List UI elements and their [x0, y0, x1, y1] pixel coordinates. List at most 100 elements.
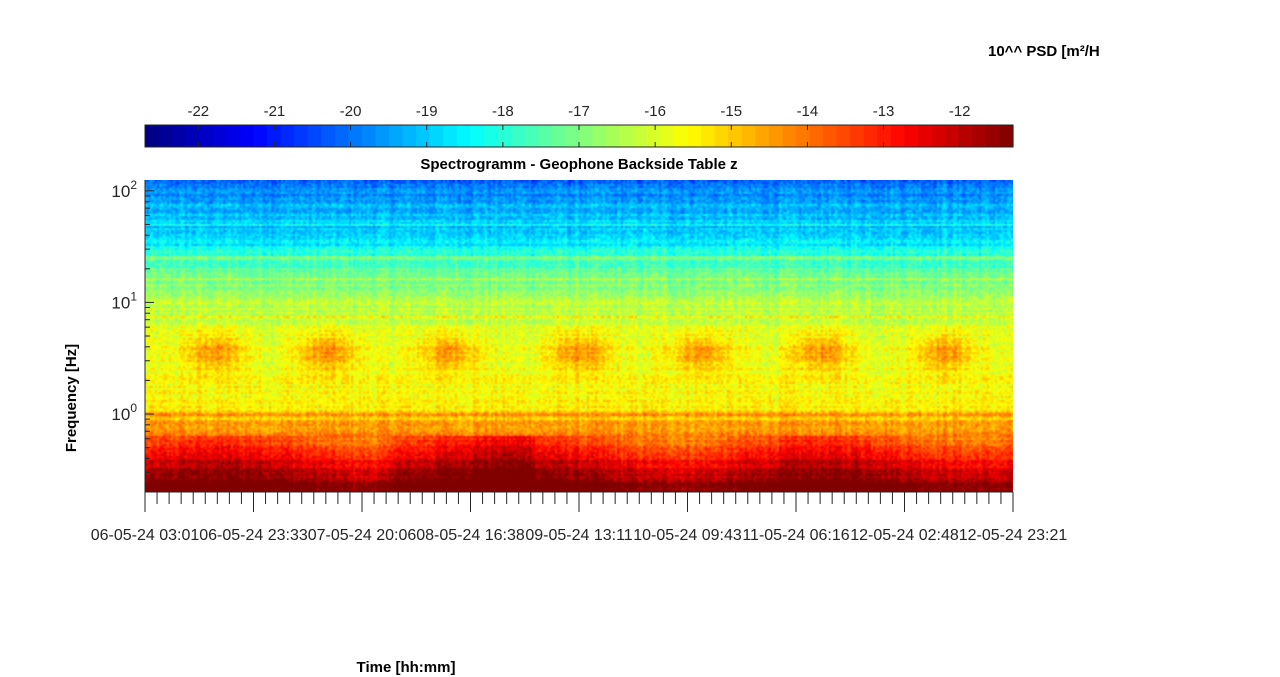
colorbar-cell [470, 125, 485, 147]
colorbar-cell [158, 125, 173, 147]
colorbar-cell [823, 125, 838, 147]
colorbar-tick-label: -21 [264, 103, 286, 120]
colorbar-cell [646, 125, 661, 147]
colorbar-tick-label: -15 [720, 103, 742, 120]
colorbar-tick-label: -16 [644, 103, 666, 120]
colorbar-tick-label: -20 [340, 103, 362, 120]
colorbar-cell [456, 125, 472, 147]
colorbar-cell [416, 125, 431, 147]
x-tick-label: 11-05-24 06:16 [742, 527, 849, 544]
colorbar-cell [484, 125, 499, 147]
y-tick-label: 100 [111, 401, 137, 424]
colorbar-cell [918, 125, 933, 147]
colorbar-cell [348, 125, 363, 147]
colorbar-cell [958, 125, 973, 147]
y-tick-label: 101 [111, 289, 137, 312]
colorbar-cell [714, 125, 729, 147]
colorbar-cell [172, 125, 187, 147]
chart-title: Spectrogramm - Geophone Backside Table z [420, 156, 737, 173]
y-tick-exponent: 0 [130, 401, 137, 415]
y-tick-exponent: 1 [130, 289, 137, 303]
colorbar-cell [782, 125, 797, 147]
colorbar-label: 10^^ PSD [m²/H [988, 43, 1100, 60]
colorbar-cell [904, 125, 919, 147]
colorbar-cell [999, 125, 1014, 147]
colorbar-cell [985, 125, 1001, 147]
x-tick-label: 06-05-24 03:01 [91, 527, 200, 544]
colorbar-cell [606, 125, 621, 147]
colorbar-cell [565, 125, 580, 147]
colorbar-cell [850, 125, 865, 147]
colorbar-cell [768, 125, 784, 147]
colorbar-cell [945, 125, 960, 147]
y-tick-base: 10 [111, 182, 130, 201]
colorbar-cell [307, 125, 322, 147]
colorbar-tick-label: -17 [568, 103, 590, 120]
x-tick-label: 10-05-24 09:43 [633, 527, 742, 544]
colorbar-cell [728, 125, 743, 147]
colorbar-tick-label: -13 [873, 103, 895, 120]
colorbar-cell [972, 125, 987, 147]
colorbar-cell [294, 125, 309, 147]
colorbar-ticks: -22 -21 -20 -19 -18 -17 -16 -15 -14 -13 -12 [187, 103, 971, 147]
colorbar-tick-label: -12 [949, 103, 971, 120]
colorbar-cell [592, 125, 607, 147]
colorbar-cell [253, 125, 268, 147]
x-tick-label: 12-05-24 02:48 [850, 527, 959, 544]
colorbar: -22 -21 -20 -19 -18 -17 -16 -15 -14 -13 -12 [144, 103, 1014, 148]
colorbar-cell [538, 125, 553, 147]
colorbar-cell [524, 125, 539, 147]
colorbar-cell [673, 125, 689, 147]
colorbar-cell [660, 125, 675, 147]
colorbar-cell [511, 125, 526, 147]
colorbar-cell [890, 125, 906, 147]
x-minor-ticks [144, 492, 1014, 504]
colorbar-cell [809, 125, 824, 147]
colorbar-cell [185, 125, 200, 147]
y-axis-label: Frequency [Hz] [63, 344, 80, 452]
y-tick-base: 10 [111, 405, 130, 424]
colorbar-cell [226, 125, 241, 147]
colorbar-cell [687, 125, 702, 147]
colorbar-cell [877, 125, 892, 147]
colorbar-cell [633, 125, 648, 147]
x-major-ticks: 06-05-24 03:01 06-05-24 23:33 07-05-24 20:… [91, 492, 1068, 544]
colorbar-cell [863, 125, 878, 147]
colorbar-cell [701, 125, 716, 147]
x-axis-label: Time [hh:mm] [357, 659, 456, 676]
colorbar-tick-label: -14 [797, 103, 819, 120]
colorbar-cell [280, 125, 295, 147]
y-minor-ticks [145, 195, 150, 493]
colorbar-cell [836, 125, 851, 147]
colorbar-cell [199, 125, 214, 147]
colorbar-cell [497, 125, 512, 147]
y-tick-exponent: 2 [130, 178, 137, 192]
colorbar-cell [375, 125, 390, 147]
colorbar-cell [362, 125, 377, 147]
colorbar-cell [334, 125, 350, 147]
y-tick-label: 102 [111, 178, 137, 201]
x-tick-label: 07-05-24 20:06 [308, 527, 417, 544]
colorbar-cell [551, 125, 567, 147]
colorbar-cell [443, 125, 458, 147]
colorbar-cell [741, 125, 756, 147]
colorbar-cell [145, 125, 160, 147]
x-tick-label: 12-05-24 23:21 [959, 527, 1068, 544]
x-tick-label: 09-05-24 13:11 [525, 527, 632, 544]
x-tick-label: 06-05-24 23:33 [199, 527, 308, 544]
colorbar-cell [796, 125, 811, 147]
colorbar-cell [239, 125, 255, 147]
y-tick-base: 10 [111, 293, 130, 312]
colorbar-tick-label: -19 [416, 103, 438, 120]
colorbar-cell [429, 125, 444, 147]
colorbar-cell [931, 125, 946, 147]
spectrogram-image [145, 180, 1013, 492]
colorbar-tick-label: -18 [492, 103, 514, 120]
colorbar-cell [267, 125, 282, 147]
colorbar-cell [212, 125, 227, 147]
colorbar-tick-label: -22 [187, 103, 209, 120]
colorbar-gradient [145, 125, 1014, 147]
